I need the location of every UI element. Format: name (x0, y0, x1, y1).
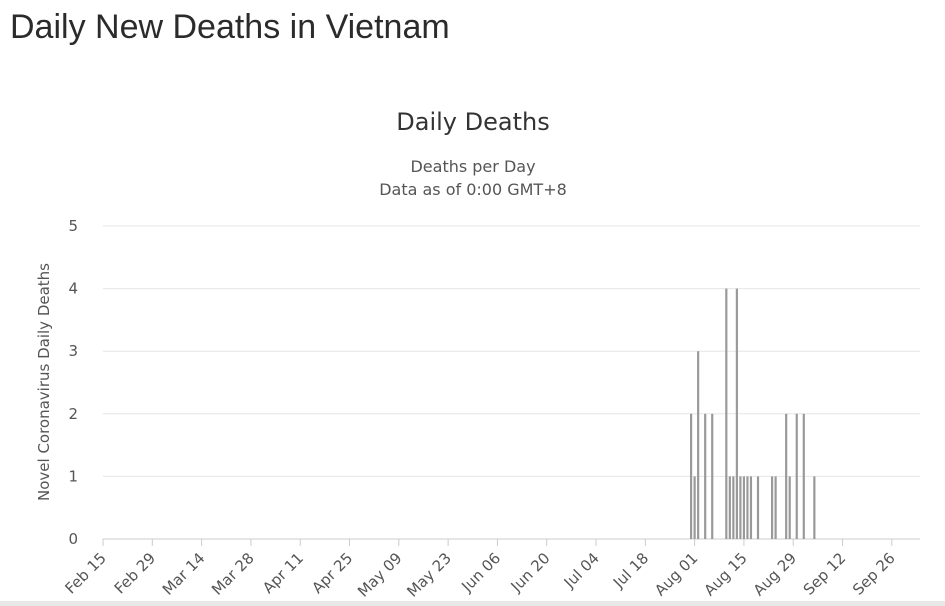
x-tick-label: May 23 (403, 549, 455, 600)
chart-subtitle-line-1: Deaths per Day (410, 157, 535, 176)
x-tick-label: May 09 (354, 549, 406, 600)
bar-aug-16[interactable] (746, 476, 749, 539)
bar-aug-12[interactable] (732, 476, 735, 539)
x-tick-label: Aug 15 (700, 549, 750, 599)
x-tick-label: Jul 18 (609, 549, 652, 592)
x-tick-label: Aug 29 (750, 549, 800, 599)
x-tick-label: Apr 25 (308, 549, 356, 597)
bar-aug-01[interactable] (693, 476, 696, 539)
x-tick-label: Feb 29 (111, 549, 159, 597)
bar-aug-06[interactable] (711, 413, 714, 539)
y-axis-label: Novel Coronavirus Daily Deaths (35, 263, 53, 501)
y-tick-label: 5 (68, 217, 78, 235)
bar-aug-10[interactable] (725, 288, 728, 539)
bottom-scroll-edge (0, 601, 945, 606)
x-tick-label: Sep 12 (800, 549, 850, 599)
x-tick-label: Aug 01 (651, 549, 701, 599)
y-tick-label: 2 (68, 405, 78, 423)
x-tick-label: Mar 28 (208, 549, 258, 599)
bar-aug-30[interactable] (795, 413, 798, 539)
chart-title: Daily Deaths (396, 108, 549, 136)
bar-aug-24[interactable] (774, 476, 777, 539)
bar-sep-01[interactable] (802, 413, 805, 539)
bar-aug-17[interactable] (749, 476, 753, 539)
grid-lines (103, 225, 920, 540)
y-tick-label: 3 (68, 342, 78, 360)
x-tick-label: Apr 11 (259, 549, 307, 597)
y-tick-label: 4 (68, 280, 78, 298)
x-tick-label: Feb 15 (61, 549, 109, 597)
bars (690, 288, 816, 539)
bar-sep-04[interactable] (813, 476, 816, 539)
bar-aug-04[interactable] (704, 413, 707, 539)
bar-aug-19[interactable] (756, 476, 760, 539)
bar-aug-27[interactable] (785, 413, 788, 539)
bar-aug-15[interactable] (742, 476, 746, 539)
bar-aug-14[interactable] (739, 476, 742, 539)
bar-aug-11[interactable] (728, 476, 731, 539)
x-tick-label: Jun 06 (457, 549, 504, 596)
y-tick-label: 1 (68, 467, 78, 485)
bar-aug-28[interactable] (788, 476, 791, 539)
x-tick-label: Mar 14 (159, 549, 209, 599)
bar-jul-31[interactable] (690, 413, 693, 539)
bar-aug-23[interactable] (771, 476, 774, 539)
x-tick-label: Jun 20 (507, 549, 554, 596)
bar-aug-13[interactable] (735, 288, 738, 539)
bar-aug-02[interactable] (697, 351, 700, 539)
x-tick-label: Jul 04 (560, 549, 603, 592)
page-title: Daily New Deaths in Vietnam (10, 8, 450, 46)
chart-subtitle-line-2: Data as of 0:00 GMT+8 (379, 180, 567, 199)
y-tick-label: 0 (68, 530, 78, 548)
x-tick-label: Sep 26 (849, 549, 899, 599)
axes: 0 1 2 3 4 5 Feb 15 Feb 29 Mar 14 Mar 28 Apr 11 Apr … (61, 217, 898, 600)
